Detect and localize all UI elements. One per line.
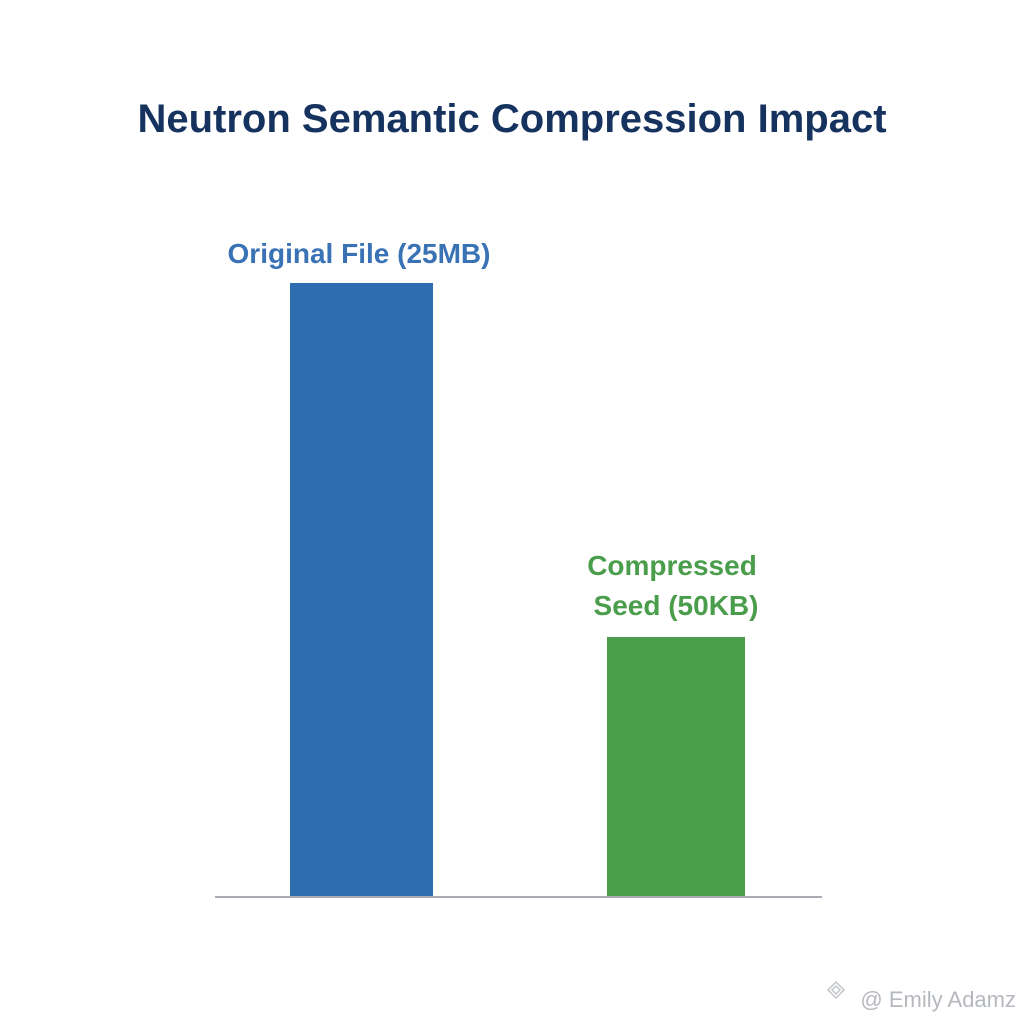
bar-compressed bbox=[607, 637, 745, 897]
bar-label: Compressed bbox=[587, 550, 757, 581]
bar-original bbox=[290, 283, 433, 897]
title: Neutron Semantic Compression Impact bbox=[137, 97, 886, 141]
watermark: @ Emily Adamz bbox=[860, 987, 1016, 1012]
watermark-icon bbox=[826, 980, 846, 1000]
bar-label: Seed (50KB) bbox=[594, 590, 759, 621]
bar-label: Original File (25MB) bbox=[228, 238, 491, 269]
